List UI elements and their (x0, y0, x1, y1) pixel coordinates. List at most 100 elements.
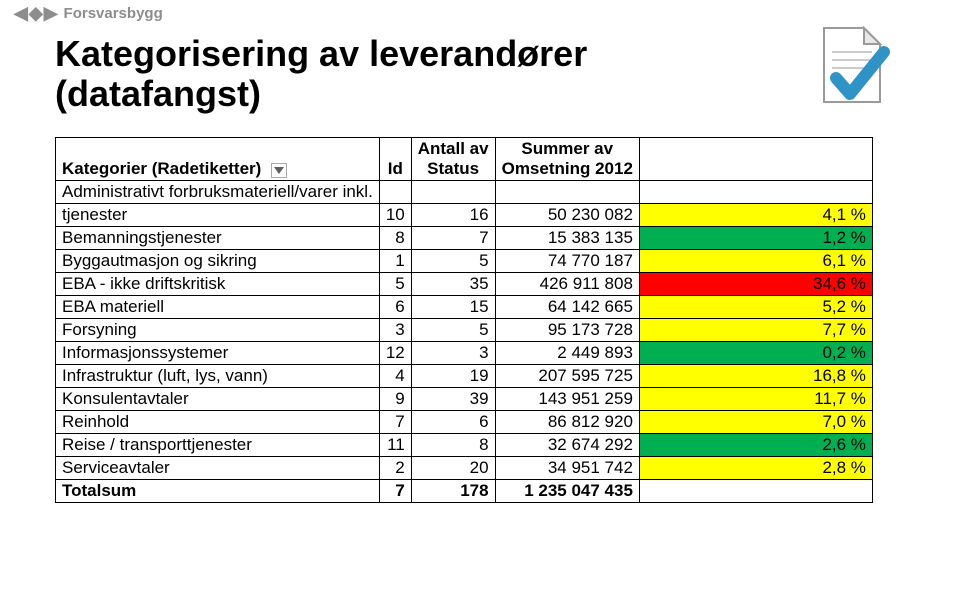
cell-category: Bemanningstjenester (56, 226, 380, 249)
cell-status: 16 (411, 203, 495, 226)
table-row: Bemanningstjenester8715 383 1351,2 % (56, 226, 873, 249)
cell-percent: 5,2 % (639, 295, 872, 318)
cell-id: 3 (379, 318, 411, 341)
cell-status: 8 (411, 433, 495, 456)
table-row: tjenester101650 230 0824,1 % (56, 203, 873, 226)
cell-category: Forsyning (56, 318, 380, 341)
page-title: Kategorisering av leverandører (datafang… (55, 34, 930, 115)
table-row: Infrastruktur (luft, lys, vann)419207 59… (56, 364, 873, 387)
col-header-sum: Summer av Omsetning 2012 (495, 137, 639, 180)
table-row: Informasjonssystemer1232 449 8930,2 % (56, 341, 873, 364)
col-header-status: Antall av Status (411, 137, 495, 180)
cell-category: Totalsum (56, 479, 380, 502)
cell-category: Reise / transporttjenester (56, 433, 380, 456)
cell-id: 10 (379, 203, 411, 226)
cell-id: 5 (379, 272, 411, 295)
cell-status: 5 (411, 249, 495, 272)
cell-percent: 7,7 % (639, 318, 872, 341)
table-header-row: Kategorier (Radetiketter) Id Antall av S… (56, 137, 873, 180)
cell-percent (639, 479, 872, 502)
cell-category: Informasjonssystemer (56, 341, 380, 364)
cell-id: 2 (379, 456, 411, 479)
col-header-percent (639, 137, 872, 180)
cell-id: 7 (379, 479, 411, 502)
table-total-row: Totalsum71781 235 047 435 (56, 479, 873, 502)
table-row: EBA - ikke driftskritisk535426 911 80834… (56, 272, 873, 295)
cell-category: EBA - ikke driftskritisk (56, 272, 380, 295)
cell-sum: 95 173 728 (495, 318, 639, 341)
cell-sum: 34 951 742 (495, 456, 639, 479)
cell-sum: 86 812 920 (495, 410, 639, 433)
filter-dropdown-icon[interactable] (271, 163, 287, 178)
cell-category: Infrastruktur (luft, lys, vann) (56, 364, 380, 387)
cell-percent: 1,2 % (639, 226, 872, 249)
cell-id: 4 (379, 364, 411, 387)
brand-name: Forsvarsbygg (64, 5, 163, 22)
cell-id: 1 (379, 249, 411, 272)
cell-status: 178 (411, 479, 495, 502)
document-check-icon (818, 24, 890, 111)
cell-sum: 15 383 135 (495, 226, 639, 249)
table-row: EBA materiell61564 142 6655,2 % (56, 295, 873, 318)
table-row: Forsyning3595 173 7287,7 % (56, 318, 873, 341)
cell-category: Reinhold (56, 410, 380, 433)
table-row: Byggautmasjon og sikring1574 770 1876,1 … (56, 249, 873, 272)
cell-category: Serviceavtaler (56, 456, 380, 479)
title-line-2: (datafangst) (55, 73, 261, 114)
cell-id: 8 (379, 226, 411, 249)
cell-status: 15 (411, 295, 495, 318)
cell-category: Konsulentavtaler (56, 387, 380, 410)
table-row: Konsulentavtaler939143 951 25911,7 % (56, 387, 873, 410)
cell-status: 20 (411, 456, 495, 479)
cell-status: 19 (411, 364, 495, 387)
table-row: Administrativt forbruksmateriell/varer i… (56, 180, 873, 203)
cell-sum: 426 911 808 (495, 272, 639, 295)
cell-percent: 0,2 % (639, 341, 872, 364)
col-header-category[interactable]: Kategorier (Radetiketter) (56, 137, 380, 180)
cell-category: Byggautmasjon og sikring (56, 249, 380, 272)
cell-percent: 11,7 % (639, 387, 872, 410)
cell-sum: 32 674 292 (495, 433, 639, 456)
cell-sum: 64 142 665 (495, 295, 639, 318)
cell-status: 6 (411, 410, 495, 433)
cell-sum: 50 230 082 (495, 203, 639, 226)
sum-top: Summer av (521, 139, 613, 158)
logo-glyph: ◀◆▶ (14, 4, 58, 22)
col-header-category-label: Kategorier (Radetiketter) (62, 159, 261, 179)
cell-sum: 1 235 047 435 (495, 479, 639, 502)
cell-status: 35 (411, 272, 495, 295)
cell-id (379, 180, 411, 203)
table-row: Reise / transporttjenester11832 674 2922… (56, 433, 873, 456)
cell-id: 12 (379, 341, 411, 364)
cell-status: 39 (411, 387, 495, 410)
cell-category: Administrativt forbruksmateriell/varer i… (56, 180, 380, 203)
col-header-id-label: Id (388, 159, 403, 178)
cell-id: 7 (379, 410, 411, 433)
cell-category: EBA materiell (56, 295, 380, 318)
cell-category: tjenester (56, 203, 380, 226)
title-line-1: Kategorisering av leverandører (55, 33, 587, 74)
cell-percent: 2,8 % (639, 456, 872, 479)
brand-logo: ◀◆▶ Forsvarsbygg (14, 4, 163, 22)
cell-sum: 74 770 187 (495, 249, 639, 272)
cell-percent: 4,1 % (639, 203, 872, 226)
cell-id: 9 (379, 387, 411, 410)
cell-status: 7 (411, 226, 495, 249)
col-header-id: Id (379, 137, 411, 180)
sum-bot: Omsetning 2012 (502, 159, 633, 178)
cell-sum: 2 449 893 (495, 341, 639, 364)
cell-percent: 34,6 % (639, 272, 872, 295)
cell-percent: 16,8 % (639, 364, 872, 387)
cell-status: 3 (411, 341, 495, 364)
cell-percent: 7,0 % (639, 410, 872, 433)
cell-sum: 207 595 725 (495, 364, 639, 387)
brand-bar: ◀◆▶ Forsvarsbygg (0, 0, 960, 24)
cell-status: 5 (411, 318, 495, 341)
data-table: Kategorier (Radetiketter) Id Antall av S… (55, 137, 873, 503)
cell-percent (639, 180, 872, 203)
status-top: Antall av (418, 139, 489, 158)
cell-id: 11 (379, 433, 411, 456)
table-row: Reinhold7686 812 9207,0 % (56, 410, 873, 433)
table-row: Serviceavtaler22034 951 7422,8 % (56, 456, 873, 479)
cell-percent: 6,1 % (639, 249, 872, 272)
